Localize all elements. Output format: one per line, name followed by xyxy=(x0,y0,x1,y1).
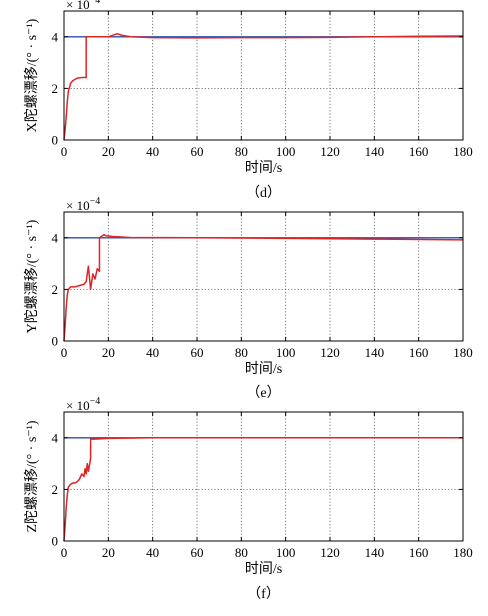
x-tick-label: 120 xyxy=(320,345,340,360)
x-tick-label: 180 xyxy=(453,545,473,560)
x-tick-label: 140 xyxy=(365,545,385,560)
y-axis-label: Z陀螺漂移/(° · s⁻¹) xyxy=(24,420,40,532)
y-axis-label: X陀螺漂移/(° · s⁻¹) xyxy=(24,18,40,132)
x-tick-label: 20 xyxy=(102,144,115,159)
x-tick-label: 60 xyxy=(191,545,204,560)
x-tick-label: 40 xyxy=(146,545,159,560)
x-tick-label: 140 xyxy=(365,144,385,159)
x-tick-label: 40 xyxy=(146,144,159,159)
y-tick-label: 2 xyxy=(52,81,59,96)
plot-frame xyxy=(63,211,464,342)
y-tick-label: 4 xyxy=(52,230,59,245)
x-axis-label: 时间/s xyxy=(245,361,282,377)
x-tick-label: 120 xyxy=(320,545,340,560)
x-tick-label: 60 xyxy=(191,345,204,360)
y-tick-label: 4 xyxy=(52,430,59,445)
x-tick-label: 60 xyxy=(191,144,204,159)
x-tick-label: 100 xyxy=(276,345,296,360)
x-tick-label: 140 xyxy=(365,345,385,360)
plot-frame xyxy=(63,10,464,141)
series-line-1 xyxy=(63,32,464,141)
x-tick-label: 160 xyxy=(409,144,429,159)
y-multiplier-label: × 10−4 xyxy=(66,0,100,12)
chart-panel-1: 0 20 40 60 80 100 120 140 160 180 0 2 4 × 10−4 时间/s Y陀螺… xyxy=(24,196,473,401)
x-axis-label: 时间/s xyxy=(245,160,282,176)
x-tick-label: 180 xyxy=(453,144,473,159)
x-tick-label: 20 xyxy=(102,545,115,560)
panel-caption: （d） xyxy=(246,185,281,201)
x-axis-label: 时间/s xyxy=(245,561,282,577)
y-tick-label: 2 xyxy=(52,282,59,297)
y-tick-label: 4 xyxy=(52,29,59,44)
y-tick-label: 0 xyxy=(52,334,59,349)
y-tick-label: 0 xyxy=(52,133,59,148)
x-tick-label: 80 xyxy=(235,345,248,360)
x-tick-label: 100 xyxy=(276,545,296,560)
x-tick-label: 120 xyxy=(320,144,340,159)
plot-frame xyxy=(63,411,464,542)
x-tick-label: 0 xyxy=(61,545,68,560)
series-line-1 xyxy=(63,437,463,542)
x-tick-label: 160 xyxy=(409,545,429,560)
x-tick-label: 100 xyxy=(276,144,296,159)
panel-caption: （f） xyxy=(247,586,280,602)
x-tick-label: 80 xyxy=(235,144,248,159)
x-tick-label: 80 xyxy=(235,545,248,560)
panel-caption: （e） xyxy=(246,385,280,401)
x-tick-label: 40 xyxy=(146,345,159,360)
series-line-1 xyxy=(63,233,464,342)
chart-panel-0: 0 20 40 60 80 100 120 140 160 180 0 2 4 × 10−4 时间/s X陀螺… xyxy=(24,0,473,201)
x-tick-label: 20 xyxy=(102,345,115,360)
y-multiplier-label: × 10−4 xyxy=(66,396,100,413)
x-tick-label: 0 xyxy=(61,144,68,159)
y-tick-label: 0 xyxy=(52,534,59,549)
y-axis-label: Y陀螺漂移/(° · s⁻¹) xyxy=(24,219,40,333)
x-tick-label: 0 xyxy=(61,345,68,360)
y-multiplier-label: × 10−4 xyxy=(66,196,100,213)
y-tick-label: 2 xyxy=(52,482,59,497)
x-tick-label: 160 xyxy=(409,345,429,360)
x-tick-label: 180 xyxy=(453,345,473,360)
chart-panel-2: 0 20 40 60 80 100 120 140 160 180 0 2 4 × 10−4 时间/s Z陀螺… xyxy=(24,396,473,602)
